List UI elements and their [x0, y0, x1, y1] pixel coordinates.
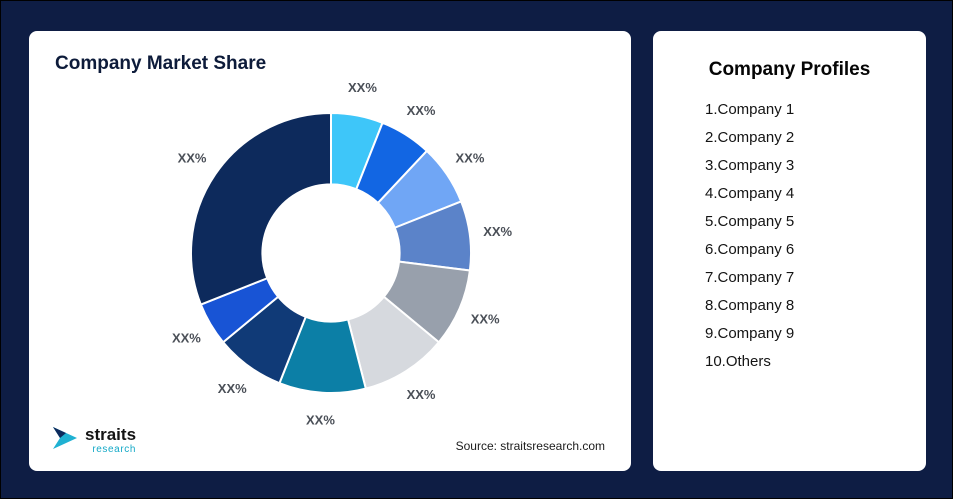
- segment-value-label: XX%: [178, 151, 207, 166]
- logo-name: straits: [85, 425, 137, 444]
- profile-item: 7.Company 7: [705, 269, 795, 286]
- segment-value-label: XX%: [455, 151, 484, 166]
- segment-value-label: XX%: [348, 80, 377, 95]
- segment-value-label: XX%: [218, 381, 247, 396]
- segment-value-label: XX%: [471, 312, 500, 327]
- profile-item: 1.Company 1: [705, 101, 795, 118]
- profiles-title: Company Profiles: [708, 59, 871, 80]
- segment-value-label: XX%: [407, 103, 436, 118]
- market-share-card: Company Market Share XX% XX% XX% XX% XX% XX% X…: [29, 31, 631, 471]
- logo-subtitle: research: [92, 444, 137, 455]
- logo-text: straits research: [85, 426, 136, 455]
- profile-item: 10.Others: [705, 353, 771, 370]
- straits-research-logo: straits research: [51, 424, 136, 457]
- profile-item: 2.Company 2: [705, 129, 795, 146]
- profile-item: 8.Company 8: [705, 297, 795, 314]
- profile-item: 6.Company 6: [705, 241, 795, 258]
- segment-value-label: XX%: [407, 387, 436, 402]
- source-text: Source: straitsresearch.com: [455, 439, 605, 453]
- profile-list: 1.Company 1 2.Company 2 3.Company 3 4.Co…: [653, 101, 926, 370]
- donut-chart: XX% XX% XX% XX% XX% XX% XX% XX% XX% XX%: [172, 80, 513, 428]
- profile-item: 5.Company 5: [705, 213, 795, 230]
- profile-item: 9.Company 9: [705, 325, 795, 342]
- profile-item: 3.Company 3: [705, 157, 795, 174]
- logo-arrow-icon: [51, 424, 79, 457]
- company-profiles-card: Company Profiles 1.Company 1 2.Company 2…: [653, 31, 926, 471]
- segment-value-label: XX%: [306, 413, 335, 428]
- profile-item: 4.Company 4: [705, 185, 795, 202]
- segment-value-label: XX%: [172, 331, 201, 346]
- chart-title: Company Market Share: [55, 53, 267, 74]
- donut-segment-others: [190, 112, 332, 306]
- segment-value-label: XX%: [483, 224, 512, 239]
